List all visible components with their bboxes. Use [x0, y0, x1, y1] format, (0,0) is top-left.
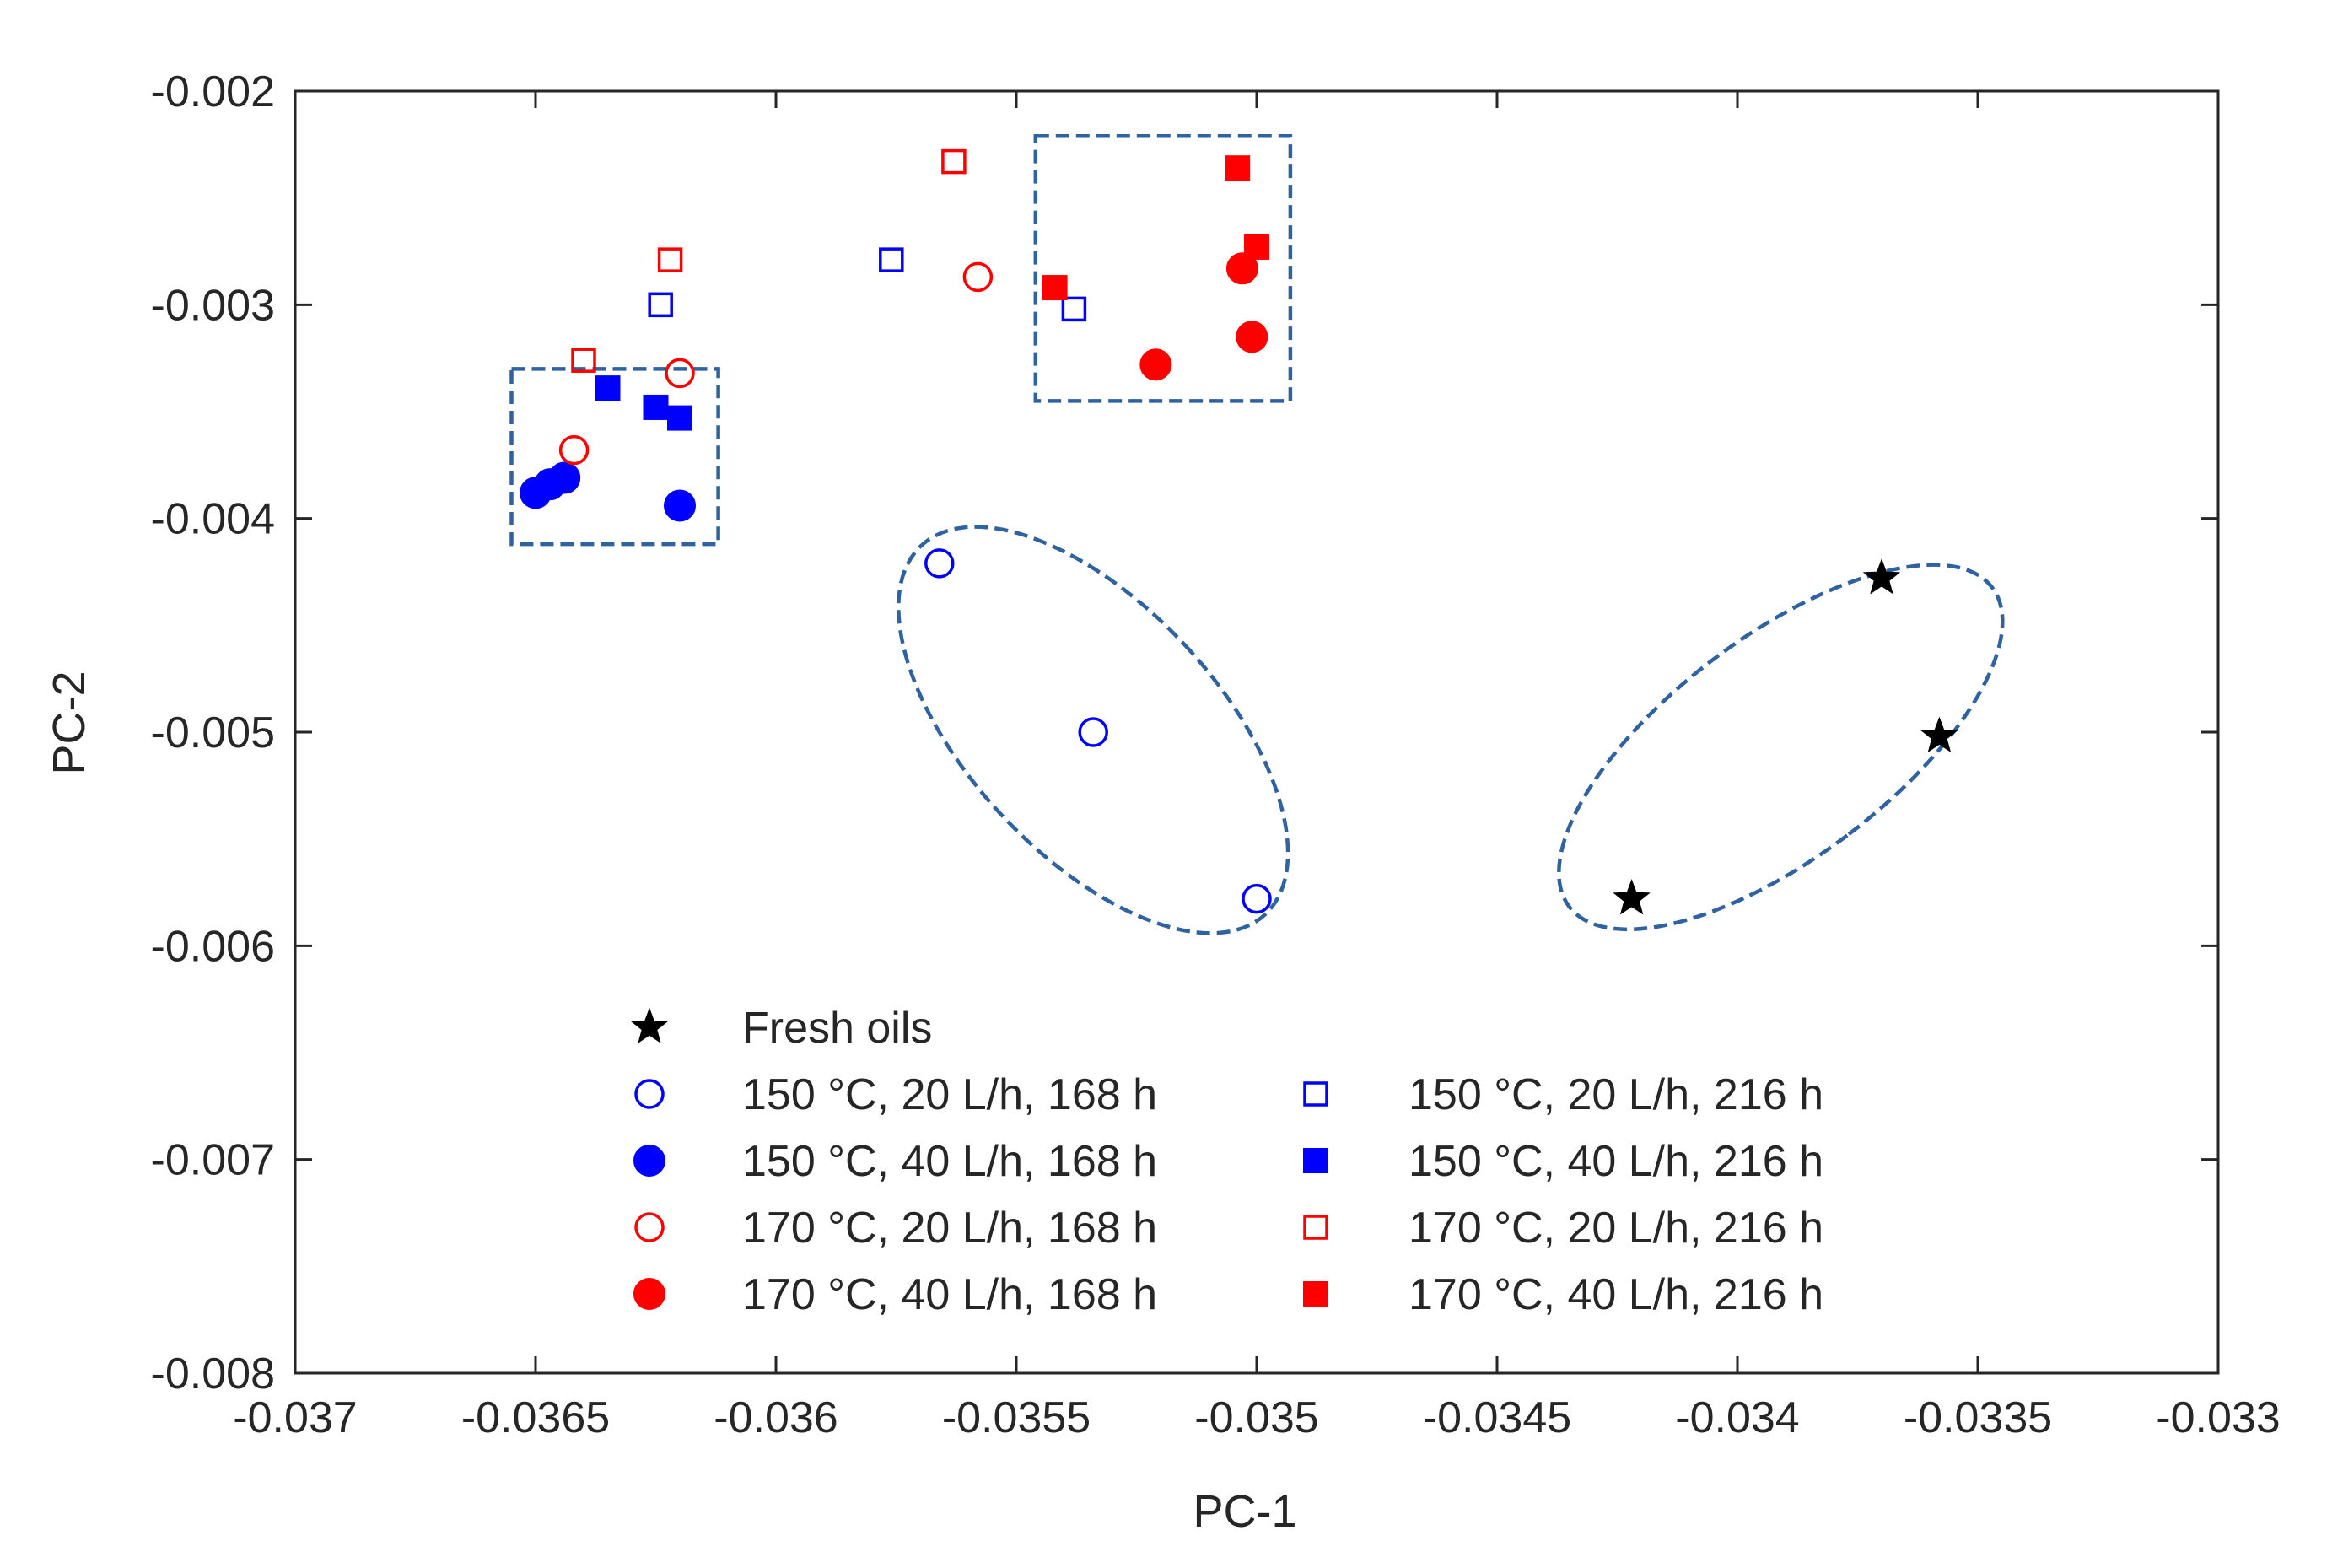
legend-marker [634, 1212, 665, 1242]
x-tick-label: -0.0365 [461, 1393, 610, 1442]
data-point-s5-1 [1139, 348, 1172, 381]
y-tick-label: -0.002 [151, 67, 275, 116]
data-point-s5-3 [1236, 321, 1268, 353]
axes-layer: -0.037 -0.0365 -0.036 -0.0355 -0.035 -0.0345 -… [151, 67, 2281, 1442]
data-point-s3-4 [664, 489, 696, 522]
legend-marker [1303, 1215, 1328, 1240]
legend-label: 150 °C, 40 L/h, 168 h [742, 1137, 1157, 1186]
data-point-s1-1 [1862, 558, 1901, 595]
legend-label: 170 °C, 20 L/h, 168 h [742, 1204, 1157, 1253]
data-point-s8-1 [571, 348, 596, 373]
data-point-s2-2 [1078, 717, 1108, 747]
y-tick-label: -0.004 [151, 495, 275, 544]
annotation-layer [509, 133, 2005, 935]
x-tick-label: -0.036 [714, 1393, 838, 1442]
data-point-s4-2 [665, 358, 695, 389]
legend: Fresh oils 150 °C, 20 L/h, 168 h 150 °C, 4… [630, 1004, 1823, 1319]
data-point-s6-3 [1061, 296, 1087, 322]
series-4 [558, 261, 994, 466]
legend-marker [1303, 1281, 1328, 1307]
legend-label: 150 °C, 20 L/h, 216 h [1408, 1070, 1823, 1119]
series-6 [648, 247, 1087, 322]
x-tick-label: -0.033 [2156, 1393, 2280, 1442]
series-7 [595, 375, 692, 431]
legend-marker [630, 1007, 669, 1043]
series-9 [1042, 155, 1269, 301]
data-point-s7-3 [667, 405, 692, 431]
data-point-s2-1 [924, 548, 955, 579]
legend-label: 170 °C, 20 L/h, 216 h [1408, 1204, 1823, 1253]
legend-marker [1303, 1081, 1328, 1107]
legend-label: Fresh oils [742, 1004, 932, 1053]
y-tick-label: -0.003 [151, 281, 275, 330]
data-point-s9-1 [1042, 275, 1068, 301]
y-tick-label: -0.006 [151, 922, 275, 971]
legend-label: 150 °C, 20 L/h, 168 h [742, 1070, 1157, 1119]
legend-marker [1303, 1148, 1328, 1173]
legend-marker [633, 1278, 665, 1310]
series-1 [1613, 558, 1958, 915]
data-point-s8-2 [657, 247, 683, 272]
series-8 [571, 148, 967, 373]
data-point-s4-1 [558, 434, 590, 466]
data-point-s7-1 [595, 375, 621, 401]
data-point-s4-3 [962, 261, 994, 293]
data-point-s1-3 [1613, 879, 1651, 915]
series-2 [924, 548, 1272, 914]
series-5 [1139, 252, 1268, 381]
y-tick-label: -0.008 [151, 1350, 275, 1398]
x-tick-label: -0.037 [233, 1393, 357, 1442]
data-point-s2-3 [1242, 883, 1272, 914]
x-tick-label: -0.034 [1675, 1393, 1799, 1442]
data-point-s7-2 [643, 394, 669, 420]
legend-label: 150 °C, 40 L/h, 216 h [1408, 1137, 1823, 1186]
data-point-s3-3 [548, 461, 581, 494]
data-point-s6-1 [648, 292, 673, 318]
data-point-s6-2 [879, 247, 904, 272]
data-point-s8-3 [941, 148, 967, 175]
y-tick-label: -0.005 [151, 709, 275, 757]
group-ellipse-right [1557, 563, 2005, 932]
legend-marker [633, 1145, 665, 1177]
series-3 [520, 461, 696, 522]
x-tick-label: -0.0335 [1904, 1393, 2052, 1442]
y-axis-label: PC-2 [44, 671, 94, 774]
group-box-left [509, 367, 720, 547]
group-box-right [1033, 133, 1293, 403]
group-ellipse-middle [897, 525, 1290, 935]
legend-label: 170 °C, 40 L/h, 168 h [742, 1270, 1157, 1319]
data-point-s9-2 [1225, 155, 1251, 181]
x-tick-label: -0.035 [1194, 1393, 1318, 1442]
data-point-s1-2 [1920, 716, 1958, 753]
x-axis-label: PC-1 [1193, 1486, 1296, 1537]
y-tick-label: -0.007 [151, 1136, 275, 1185]
x-tick-label: -0.0355 [942, 1393, 1091, 1442]
data-point-s9-3 [1244, 234, 1269, 260]
marker-layer [520, 148, 1958, 915]
legend-marker [634, 1079, 665, 1109]
legend-label: 170 °C, 40 L/h, 216 h [1408, 1270, 1823, 1319]
x-tick-label: -0.0345 [1423, 1393, 1571, 1442]
data-point-s5-2 [1225, 252, 1258, 285]
